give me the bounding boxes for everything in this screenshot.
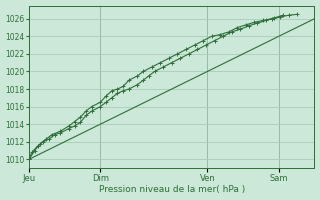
X-axis label: Pression niveau de la mer( hPa ): Pression niveau de la mer( hPa ): [99, 185, 245, 194]
